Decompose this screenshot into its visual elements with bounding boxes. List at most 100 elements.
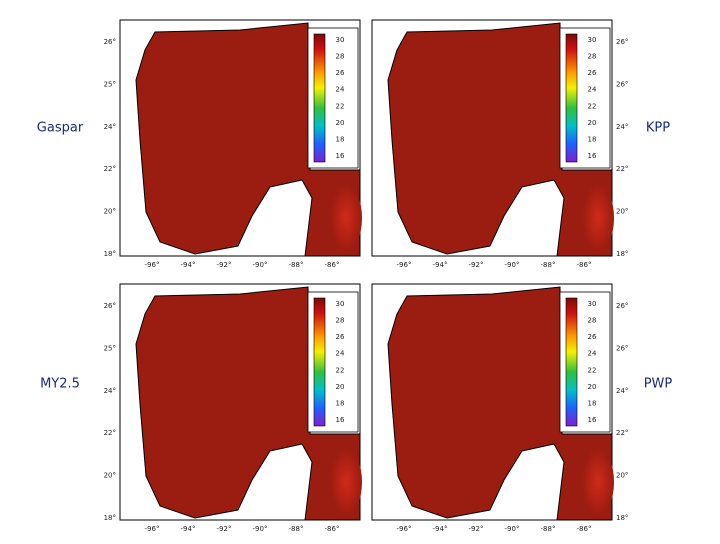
- lon-tick-label: -96°: [145, 525, 160, 533]
- warm-patch: [582, 448, 614, 516]
- colorbar-tick-label: 26: [588, 333, 597, 341]
- colorbar-tick-label: 26: [336, 333, 345, 341]
- colorbar-tick-label: 16: [588, 152, 597, 160]
- colorbar-tick-label: 16: [588, 416, 597, 424]
- lat-tick-label: 22°: [104, 165, 116, 173]
- lon-tick-label: -92°: [469, 261, 484, 269]
- colorbar-tick-label: 26: [336, 69, 345, 77]
- colorbar-tick-label: 16: [336, 416, 345, 424]
- lat-tick-label: 24°: [616, 387, 628, 395]
- lat-tick-label: 20°: [616, 472, 628, 480]
- colorbar: [313, 33, 326, 163]
- lon-tick-label: -92°: [469, 525, 484, 533]
- lat-tick-label: 24°: [104, 123, 116, 131]
- lon-tick-label: -90°: [253, 261, 268, 269]
- colorbar-tick-label: 30: [336, 36, 345, 44]
- lon-tick-label: -86°: [577, 525, 592, 533]
- lon-tick-label: -86°: [325, 525, 340, 533]
- colorbar-tick-label: 24: [588, 350, 597, 358]
- colorbar-tick-label: 24: [336, 86, 345, 94]
- lon-tick-label: -94°: [433, 261, 448, 269]
- lon-tick-label: -92°: [217, 525, 232, 533]
- lon-tick-label: -94°: [181, 525, 196, 533]
- colorbar-tick-label: 20: [336, 383, 345, 391]
- lat-tick-label: 20°: [616, 208, 628, 216]
- colorbar-tick-label: 22: [588, 366, 597, 374]
- map-panel: 30 28 26 24 22 20 18 16 26° 26° 24° 22° 20° 18° -96° -9…: [371, 19, 628, 269]
- warm-patch: [330, 184, 362, 252]
- colorbar-tick-label: 18: [336, 399, 345, 407]
- lon-tick-label: -96°: [397, 525, 412, 533]
- lat-tick-label: 20°: [104, 208, 116, 216]
- sea-surface: [135, 286, 361, 521]
- warm-patch: [582, 184, 614, 252]
- lon-tick-label: -96°: [397, 261, 412, 269]
- lon-tick-label: -90°: [253, 525, 268, 533]
- colorbar-tick-label: 24: [336, 350, 345, 358]
- model-label: KPP: [646, 121, 670, 136]
- lon-tick-label: -88°: [541, 525, 556, 533]
- lon-tick-label: -90°: [505, 261, 520, 269]
- lat-tick-label: 22°: [616, 429, 628, 437]
- lon-tick-label: -86°: [325, 261, 340, 269]
- warm-patch: [330, 448, 362, 516]
- lat-tick-label: 26°: [616, 80, 628, 88]
- sea-surface: [387, 286, 613, 521]
- lon-tick-label: -96°: [145, 261, 160, 269]
- colorbar-tick-label: 28: [336, 317, 345, 325]
- colorbar-tick-label: 20: [336, 119, 345, 127]
- colorbar-tick-label: 22: [336, 366, 345, 374]
- lat-tick-label: 18°: [616, 514, 628, 522]
- colorbar-tick-label: 28: [588, 53, 597, 61]
- lat-tick-label: 26°: [616, 38, 628, 46]
- lat-tick-label: 26°: [616, 302, 628, 310]
- lat-tick-label: 18°: [616, 250, 628, 258]
- colorbar-tick-label: 30: [588, 300, 597, 308]
- lat-tick-label: 24°: [104, 387, 116, 395]
- lon-tick-label: -94°: [181, 261, 196, 269]
- lat-tick-label: 18°: [104, 250, 116, 258]
- sea-surface: [135, 22, 361, 257]
- lon-tick-label: -88°: [541, 261, 556, 269]
- lat-tick-label: 22°: [104, 429, 116, 437]
- lat-tick-label: 24°: [616, 123, 628, 131]
- colorbar-tick-label: 16: [336, 152, 345, 160]
- colorbar-tick-label: 20: [588, 119, 597, 127]
- colorbar-tick-label: 18: [588, 399, 597, 407]
- colorbar-tick-label: 24: [588, 86, 597, 94]
- lat-tick-label: 26°: [104, 302, 116, 310]
- colorbar-tick-label: 22: [336, 102, 345, 110]
- map-panel: 30 28 26 24 22 20 18 16 26° 25° 24° 22° 20° 18° -96° -9…: [104, 19, 362, 269]
- lon-tick-label: -94°: [433, 525, 448, 533]
- lat-tick-label: 18°: [104, 514, 116, 522]
- colorbar: [565, 33, 578, 163]
- lon-tick-label: -86°: [577, 261, 592, 269]
- lon-tick-label: -88°: [289, 261, 304, 269]
- map-panel: 30 28 26 24 22 20 18 16 26° 25° 24° 22° 20° 18° -96° -9…: [104, 283, 362, 533]
- lat-tick-label: 25°: [104, 80, 116, 88]
- lon-tick-label: -92°: [217, 261, 232, 269]
- lat-tick-label: 25°: [104, 344, 116, 352]
- colorbar-tick-label: 22: [588, 102, 597, 110]
- colorbar: [313, 297, 326, 427]
- lat-tick-label: 22°: [616, 165, 628, 173]
- lat-tick-label: 26°: [104, 38, 116, 46]
- colorbar-tick-label: 20: [588, 383, 597, 391]
- sea-surface: [387, 22, 613, 257]
- model-label: PWP: [644, 377, 673, 392]
- colorbar-tick-label: 28: [588, 317, 597, 325]
- lat-tick-label: 20°: [104, 472, 116, 480]
- colorbar-tick-label: 18: [336, 135, 345, 143]
- lat-tick-label: 26°: [616, 344, 628, 352]
- lon-tick-label: -88°: [289, 525, 304, 533]
- colorbar-tick-label: 18: [588, 135, 597, 143]
- map-panel: 30 28 26 24 22 20 18 16 26° 26° 24° 22° 20° 18° -96° -9…: [371, 283, 628, 533]
- colorbar: [565, 297, 578, 427]
- colorbar-tick-label: 26: [588, 69, 597, 77]
- model-label: MY2.5: [40, 377, 80, 392]
- colorbar-tick-label: 28: [336, 53, 345, 61]
- model-label: Gaspar: [37, 121, 84, 136]
- colorbar-tick-label: 30: [336, 300, 345, 308]
- colorbar-tick-label: 30: [588, 36, 597, 44]
